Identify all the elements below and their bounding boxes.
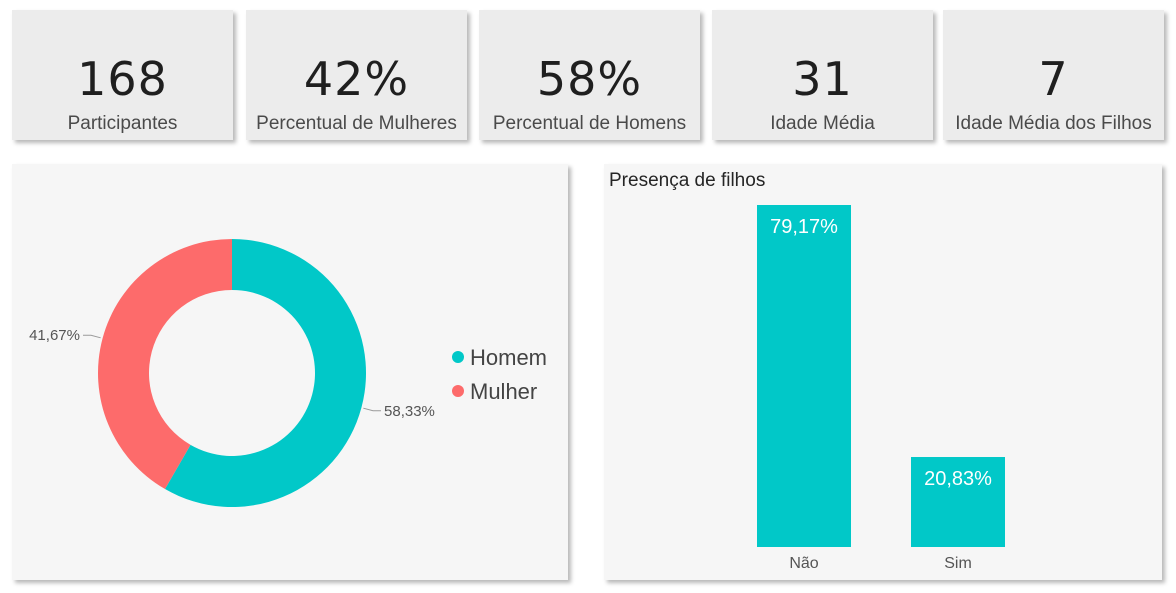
x-tick-label: Sim [944,555,972,572]
legend-label-mulher[interactable]: Mulher [470,379,537,404]
kpi-card-percentual-mulheres: 42% Percentual de Mulheres [246,10,467,140]
chart-title: Presença de filhos [609,170,765,191]
legend-marker [452,385,464,397]
kpi-value: 58% [536,52,643,106]
donut-data-label: 41,67% [29,327,80,344]
kpi-value: 168 [77,52,168,106]
legend-label-homem[interactable]: Homem [470,345,547,370]
kpi-card-percentual-homens: 58% Percentual de Homens [479,10,700,140]
donut-leader-line [363,407,382,412]
bar-não[interactable] [757,205,851,547]
legend-marker [452,351,464,363]
kpi-label: Percentual de Homens [492,113,687,134]
gender-donut-chart: 58,33% 41,67% Homem Mulher [29,239,547,507]
kpi-card-idade-media-filhos: 7 Idade Média dos Filhos [943,10,1164,140]
donut-data-label: 58,33% [384,403,435,420]
donut-leader-line [82,334,101,339]
x-tick-label: Não [789,555,818,572]
gender-donut-panel: 58,33% 41,67% Homem Mulher [12,164,568,580]
kpi-value: 31 [792,52,853,106]
kpi-value: 42% [303,52,410,106]
bar-sim[interactable] [911,457,1005,547]
kpi-card-participantes: 168 Participantes [12,10,233,140]
kpi-label: Percentual de Mulheres [256,113,457,134]
children-bar-chart: Presença de filhos 79,17% Não 20,83% Sim [609,170,1005,572]
kpi-card-idade-media: 31 Idade Média [712,10,933,140]
kpi-value: 7 [1038,52,1069,106]
donut-slice-mulher[interactable] [97,239,233,490]
donut-slice-homem[interactable] [165,239,366,507]
kpi-label: Idade Média [770,113,875,134]
children-bar-panel: Presença de filhos 79,17% Não 20,83% Sim [604,164,1162,580]
bar-data-label: 79,17% [770,216,838,238]
kpi-label: Participantes [67,113,178,134]
kpi-label: Idade Média dos Filhos [955,113,1152,134]
bar-data-label: 20,83% [924,468,992,490]
